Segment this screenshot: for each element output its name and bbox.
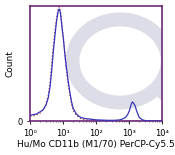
Y-axis label: Count: Count xyxy=(6,50,15,77)
X-axis label: Hu/Mo CD11b (M1/70) PerCP-Cy5.5: Hu/Mo CD11b (M1/70) PerCP-Cy5.5 xyxy=(18,140,175,149)
